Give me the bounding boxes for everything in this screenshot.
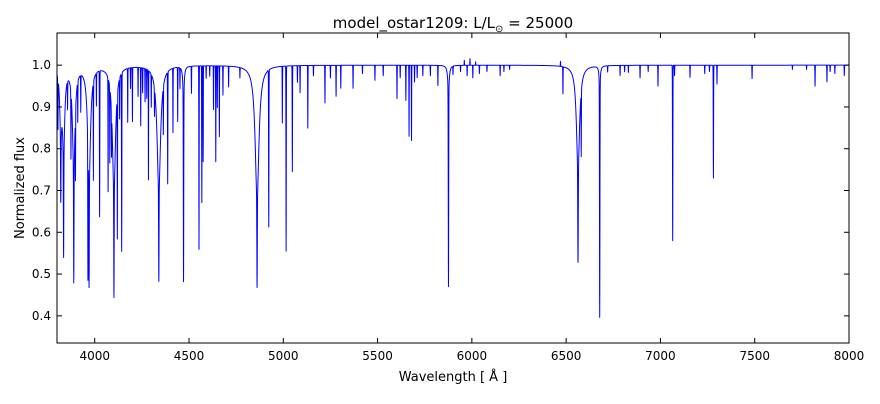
x-tick-label: 4500: [174, 349, 205, 363]
y-tick-label: 0.8: [32, 142, 51, 156]
x-tick-label: 7000: [645, 349, 676, 363]
x-tick-label: 5500: [362, 349, 393, 363]
x-axis-label: Wavelength [ Å ]: [399, 369, 508, 385]
y-tick-label: 0.7: [32, 184, 51, 198]
x-tick-label: 8000: [834, 349, 865, 363]
x-tick-label: 4000: [79, 349, 110, 363]
y-tick-label: 0.5: [32, 267, 51, 281]
y-tick-label: 0.9: [32, 100, 51, 114]
title-subscript: ⊙: [495, 24, 503, 35]
chart-title: model_ostar1209: L/L⊙ = 25000: [333, 14, 573, 35]
y-tick-label: 0.6: [32, 225, 51, 239]
x-tick-label: 6500: [551, 349, 582, 363]
spectrum-line: [57, 58, 849, 318]
x-tick-label: 5000: [268, 349, 299, 363]
y-tick-label: 1.0: [32, 58, 51, 72]
title-main: model_ostar1209: L/L: [333, 14, 496, 33]
x-tick-label: 7500: [739, 349, 770, 363]
y-tick-label: 0.4: [32, 309, 51, 323]
y-axis-label: Normalized flux: [13, 137, 28, 239]
title-value: = 25000: [503, 14, 573, 32]
plot-frame: [56, 32, 850, 344]
x-tick-label: 6000: [457, 349, 488, 363]
